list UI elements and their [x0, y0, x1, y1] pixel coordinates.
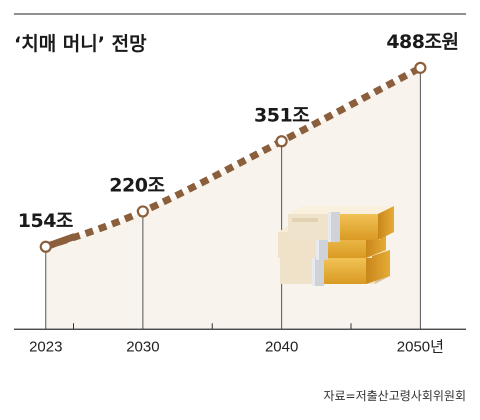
chart-title: ‘치매 머니’ 전망	[14, 33, 147, 55]
value-label-2030: 220조	[109, 174, 164, 196]
point-2030	[136, 205, 149, 218]
stacked-money-bundles-icon	[278, 206, 394, 286]
series-line	[44, 64, 423, 251]
tick-label-2040: 2040	[265, 338, 298, 355]
value-label-2040: 351조	[254, 104, 309, 126]
area-fill	[45, 67, 421, 330]
point-2050	[414, 61, 427, 74]
tick-label-2050: 2050년	[397, 338, 444, 355]
tick-label-2023: 2023	[29, 338, 62, 355]
point-2023	[39, 240, 52, 253]
markers	[39, 61, 427, 253]
value-label-2050: 488조원	[386, 31, 458, 53]
point-2040	[275, 135, 288, 148]
area-layer	[45, 67, 421, 330]
x-axis: 2023 2030 2040 2050년	[14, 323, 466, 355]
value-labels: 154조 220조 351조 488조원	[18, 31, 459, 232]
source-note: 자료=저출산고령사회위원회	[323, 389, 466, 403]
tick-label-2030: 2030	[126, 338, 159, 355]
value-label-2023: 154조	[18, 210, 73, 232]
